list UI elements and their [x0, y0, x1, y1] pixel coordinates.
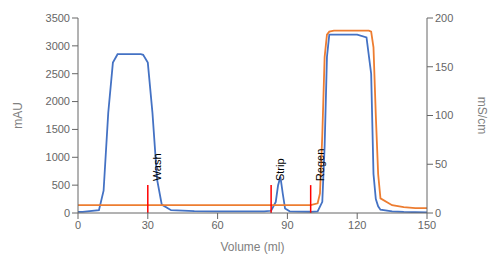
svg-text:100: 100 — [435, 109, 453, 121]
svg-text:1000: 1000 — [46, 151, 70, 163]
svg-text:200: 200 — [435, 12, 453, 24]
svg-text:60: 60 — [211, 219, 223, 231]
svg-text:mAU: mAU — [11, 102, 25, 129]
svg-text:mS/cm: mS/cm — [475, 97, 489, 134]
svg-text:0: 0 — [75, 219, 81, 231]
svg-text:500: 500 — [52, 179, 70, 191]
svg-text:Regen: Regen — [314, 149, 326, 181]
svg-text:30: 30 — [142, 219, 154, 231]
svg-text:2500: 2500 — [46, 68, 70, 80]
svg-text:150: 150 — [435, 61, 453, 73]
svg-text:0: 0 — [64, 207, 70, 219]
svg-text:3000: 3000 — [46, 40, 70, 52]
svg-text:120: 120 — [348, 219, 366, 231]
svg-text:Wash: Wash — [151, 153, 163, 181]
svg-text:3500: 3500 — [46, 12, 70, 24]
svg-text:2000: 2000 — [46, 95, 70, 107]
svg-text:150: 150 — [418, 219, 436, 231]
svg-text:1500: 1500 — [46, 123, 70, 135]
svg-text:Volume (ml): Volume (ml) — [220, 240, 284, 254]
svg-text:50: 50 — [435, 158, 447, 170]
svg-text:Strip: Strip — [274, 158, 286, 181]
svg-text:90: 90 — [281, 219, 293, 231]
svg-text:0: 0 — [435, 207, 441, 219]
